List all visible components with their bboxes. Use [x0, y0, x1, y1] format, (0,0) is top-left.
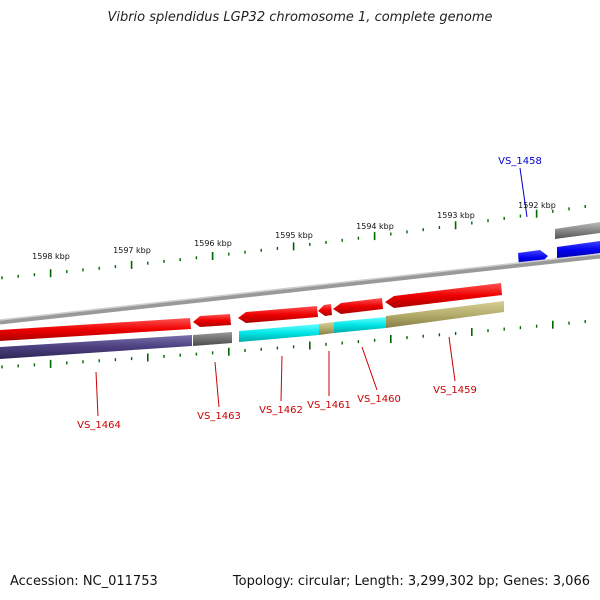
scale-tick-label: 1595 kbp	[275, 231, 313, 240]
gene-callout-vs-1458	[519, 167, 528, 218]
scale-tick-label: 1598 kbp	[32, 252, 70, 261]
gene-callouts	[95, 336, 456, 417]
cog-block	[319, 322, 334, 335]
cog-track	[0, 301, 504, 359]
gene-label-vs-1459[interactable]: VS_1459	[433, 385, 477, 396]
scale-tick-labels: 1598 kbp 1597 kbp 1596 kbp 1595 kbp 1594…	[32, 201, 556, 261]
scale-tick-label: 1592 kbp	[518, 201, 556, 210]
scale-tick-label: 1597 kbp	[113, 246, 151, 255]
topology-summary: Topology: circular; Length: 3,299,302 bp…	[232, 574, 590, 589]
gene-label-vs-1460[interactable]: VS_1460	[357, 394, 401, 405]
cog-block	[239, 324, 319, 342]
gene-arrow-vs-1464[interactable]	[0, 318, 191, 341]
gene-label-vs-1458[interactable]: VS_1458	[498, 156, 542, 167]
scale-tick-label: 1596 kbp	[194, 239, 232, 248]
cog-block	[334, 317, 386, 333]
reverse-strand-track	[0, 283, 502, 341]
gene-label-vs-1463[interactable]: VS_1463	[197, 411, 241, 422]
cog-block	[386, 301, 504, 328]
accession-label: Accession: NC_011753	[10, 574, 158, 589]
gene-label-vs-1464[interactable]: VS_1464	[77, 420, 121, 431]
scale-tick-label: 1594 kbp	[356, 222, 394, 231]
page-title: Vibrio splendidus LGP32 chromosome 1, co…	[107, 10, 493, 25]
scale-ruler-lower	[1, 320, 586, 369]
gene-arrow-vs-1462[interactable]	[238, 306, 318, 323]
gene-label-vs-1462[interactable]: VS_1462	[259, 405, 303, 416]
genome-backbone	[0, 253, 600, 325]
cog-block	[193, 332, 232, 346]
gene-labels: VS_1464 VS_1463 VS_1462 VS_1461 VS_1460 …	[77, 156, 542, 431]
scale-tick-label: 1593 kbp	[437, 211, 475, 220]
cog-block	[0, 335, 192, 359]
gene-arrow-vs-1463[interactable]	[193, 314, 231, 327]
gene-arrow-vs-1459[interactable]	[385, 283, 502, 308]
gene-label-vs-1461[interactable]: VS_1461	[307, 400, 351, 411]
forward-backbone-segment	[555, 222, 600, 239]
scale-ruler-upper	[1, 205, 586, 280]
gene-arrow-vs-1460[interactable]	[333, 298, 383, 314]
gene-arrow-vs-1461[interactable]	[318, 304, 332, 316]
